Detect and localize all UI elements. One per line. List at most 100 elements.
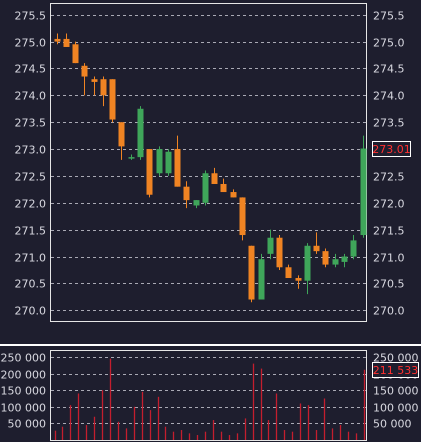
candle	[174, 135, 181, 187]
volume-panel-frame	[50, 350, 367, 441]
candle-body	[137, 108, 144, 158]
candle	[91, 76, 98, 96]
candle	[183, 181, 190, 209]
candle	[332, 253, 339, 268]
candle-body	[350, 240, 357, 257]
candle-body	[118, 122, 125, 147]
candle-body	[91, 79, 98, 82]
last-volume-label: 211 533	[373, 364, 419, 377]
candle-body	[295, 278, 302, 281]
price-tick-right: 272.0	[373, 198, 405, 211]
price-tick-left: 274.5	[15, 63, 47, 76]
volume-bars	[54, 358, 366, 440]
candle	[165, 149, 172, 176]
candle-body	[258, 259, 265, 300]
candle-body	[285, 267, 292, 279]
candle	[239, 197, 246, 241]
price-tick-left: 270.0	[15, 305, 47, 318]
volume-grid	[51, 357, 366, 424]
candle-body	[54, 38, 61, 42]
price-tick-left: 274.0	[15, 90, 47, 103]
price-tick-right: 272.5	[373, 171, 405, 184]
candle	[146, 149, 153, 198]
candle	[109, 79, 116, 123]
candle	[202, 170, 209, 206]
candle	[81, 63, 88, 96]
panel-separator	[0, 344, 421, 346]
candle	[193, 200, 200, 209]
candle-body	[322, 251, 329, 265]
volume-tick-right: 50 000	[373, 418, 412, 431]
candle-body	[193, 200, 200, 206]
price-tick-right: 275.0	[373, 37, 405, 50]
candle-body	[165, 151, 172, 174]
volume-tick-right: 250 000	[373, 352, 419, 365]
candle-body	[239, 197, 246, 236]
price-tick-left: 271.5	[15, 225, 47, 238]
candle-body	[146, 149, 153, 195]
last-price-marker: 273.01	[372, 141, 411, 157]
volume-tick-right: 150 000	[373, 385, 419, 398]
price-tick-left: 275.0	[15, 37, 47, 50]
price-tick-right: 274.5	[373, 63, 405, 76]
candle-body	[211, 173, 218, 184]
candle-body	[313, 245, 320, 252]
volume-tick-left: 200 000	[1, 369, 47, 382]
candle	[267, 229, 274, 260]
candle	[360, 135, 367, 238]
volume-tick-right: 100 000	[373, 402, 419, 415]
candle	[100, 76, 107, 107]
price-tick-right: 273.5	[373, 117, 405, 130]
candle-body	[248, 245, 255, 300]
candle-body	[100, 79, 107, 96]
candle	[128, 154, 135, 160]
candle	[322, 248, 329, 268]
candle	[118, 122, 125, 160]
candle-body	[81, 65, 88, 77]
candle	[285, 264, 292, 279]
candle	[276, 235, 283, 270]
candle	[156, 146, 163, 176]
price-candles	[54, 33, 367, 303]
price-tick-right: 270.0	[373, 305, 405, 318]
price-tick-left: 272.0	[15, 198, 47, 211]
candle	[295, 275, 302, 289]
candle	[350, 235, 357, 260]
last-volume-box	[372, 362, 419, 378]
price-tick-right: 271.0	[373, 252, 405, 265]
candle-body	[220, 183, 227, 193]
candle-body	[304, 245, 311, 281]
candle	[211, 167, 218, 184]
volume-tick-left: 250 000	[1, 352, 47, 365]
price-tick-left: 271.0	[15, 252, 47, 265]
candle	[341, 253, 348, 268]
candle-body	[109, 79, 116, 120]
volume-tick-left: 100 000	[1, 402, 47, 415]
last-price-label: 273.01	[372, 143, 411, 156]
candle	[258, 253, 265, 300]
candle-body	[360, 148, 367, 236]
candle-body	[183, 186, 190, 201]
candle	[72, 41, 79, 64]
candle	[313, 232, 320, 254]
candle	[137, 106, 144, 160]
candle-body	[128, 157, 135, 159]
price-tick-left: 275.5	[15, 10, 47, 23]
candle-body	[230, 192, 237, 198]
candle	[304, 243, 311, 295]
candle-body	[267, 237, 274, 254]
candle	[248, 245, 255, 303]
price-tick-left: 273.0	[15, 144, 47, 157]
candle	[54, 33, 61, 45]
price-tick-right: 271.5	[373, 225, 405, 238]
price-tick-right: 274.0	[373, 90, 405, 103]
price-tick-right: 275.5	[373, 10, 405, 23]
candle	[220, 178, 227, 193]
volume-tick-left: 50 000	[8, 418, 47, 431]
candle-body	[276, 237, 283, 268]
price-tick-left: 273.5	[15, 117, 47, 130]
candle-body	[72, 44, 79, 64]
